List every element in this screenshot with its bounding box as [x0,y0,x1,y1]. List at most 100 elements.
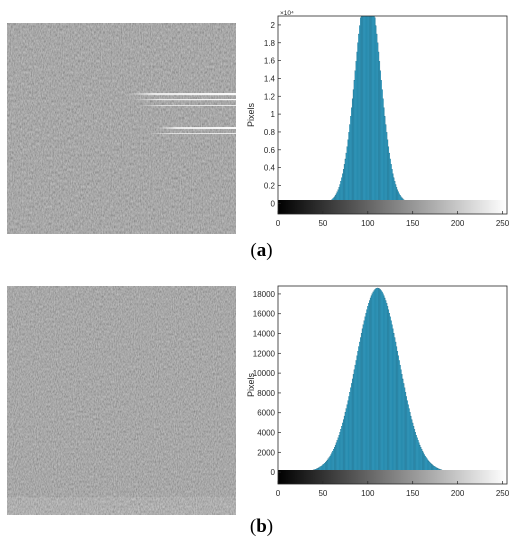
hist-b-bar [342,422,344,473]
hist-b-bar [401,374,403,473]
hist-a-bar [369,16,372,204]
hist-a-bar [352,89,355,204]
hist-b-bar [350,387,352,473]
hist-a-bar [351,98,354,204]
hist-b-xtick-label: 100 [361,489,375,498]
hist-b-bar [403,383,405,473]
hist-b-bar [402,378,404,473]
hist-a-bar [383,107,385,204]
hist-a-bar [349,124,351,204]
hist-a-bar [366,16,368,204]
hist-a-grayscale-colorbar [278,200,507,214]
hist-a-bar [355,61,357,204]
hist-a-bar [357,42,359,204]
hist-a-bar [365,16,367,204]
hist-b-bar [344,412,346,473]
hist-b-bar [408,408,410,473]
hist-b-bar [414,432,416,473]
hist-b-bar [393,332,395,473]
hist-b-bar [405,396,407,473]
hist-a-bar [363,16,365,204]
residual-image-a-svg [7,23,236,234]
hist-a-ytick-label: 1.8 [264,39,276,48]
hist-a-bar [379,70,381,204]
hist-b-bar [351,383,353,473]
hist-b-bar [415,435,417,473]
hist-b-bar [396,351,399,473]
hist-b-xtick-label: 200 [451,489,465,498]
hist-b-bar [369,300,371,473]
hist-b-bar [389,316,391,473]
hist-b-bar [413,426,415,473]
residual-image-a [7,23,236,234]
caption-a: (a) [250,240,273,261]
hist-b-bar [395,346,398,473]
hist-b-bar [359,341,361,473]
hist-a-xtick-label: 100 [361,219,375,228]
hist-a-bar [358,33,360,204]
hist-a-bar [386,139,389,204]
hist-b-bar [345,408,347,473]
hist-b-bar [378,288,381,473]
hist-b-bar [360,332,363,473]
hist-b-bar [341,426,343,473]
hist-b-bar [387,309,390,473]
hist-b-bar [339,432,341,473]
hist-a-bar [371,16,373,204]
hist-b-xtick-label: 0 [276,489,281,498]
hist-a-bar [385,124,387,204]
hist-b-bar [394,337,396,473]
hist-b-bar [378,288,380,473]
hist-b-bar [400,369,402,473]
hist-b-bar [410,415,412,473]
hist-b-bar [411,419,413,473]
hist-b-ytick-label: 14000 [253,330,276,339]
hist-b-bar [330,454,332,473]
hist-b-bar [331,452,333,473]
hist-b-bar [386,303,388,473]
hist-b-bar [383,295,385,473]
hist-a-bar [378,51,380,204]
hist-a-ytick-label: 2 [271,21,276,30]
hist-b-ytick-label: 4000 [257,429,275,438]
hist-a-bar [372,16,374,204]
hist-a-bar [388,152,390,204]
hist-b-ytick-label: 6000 [257,409,275,418]
streak-1 [132,99,236,101]
hist-b-ytick-label: 2000 [257,448,275,457]
hist-b-xtick-label: 150 [406,489,420,498]
hist-a-bar [377,42,379,204]
hist-b-ytick-label: 12000 [253,349,276,358]
hist-b-bar [328,457,330,473]
hist-b-bar [360,337,362,473]
hist-b-bar [412,422,414,473]
hist-b-bar [358,346,360,473]
hist-a-bar [346,146,348,204]
hist-b-bar [420,447,422,473]
hist-b-ytick-label: 0 [271,468,276,477]
hist-a-bar [386,132,388,204]
hist-b-bar [404,392,407,473]
hist-b-bar [366,309,368,473]
hist-b-bar [407,404,409,473]
hist-b-bar [395,341,397,473]
hist-b-bar [334,447,336,473]
hist-b-bar [336,440,338,473]
hist-b-bar [354,364,356,473]
hist-b-bar [370,295,372,473]
hist-b-bar [362,324,364,473]
hist-b-bar [406,400,408,473]
hist-b-bar [413,429,416,473]
hist-a-bar [380,80,382,204]
hist-b-bar [390,320,392,473]
hist-a-bar [394,181,396,204]
hist-b-bar [352,374,355,473]
hist-a-bar [390,164,392,204]
hist-a-bar [374,17,376,204]
hist-a-bar [375,25,377,204]
hist-a-bar [382,98,384,204]
hist-a-bar [342,169,345,204]
caption-a-letter: a [256,240,267,261]
hist-b-bar [329,455,331,473]
hist-b-ytick-label: 8000 [257,389,275,398]
